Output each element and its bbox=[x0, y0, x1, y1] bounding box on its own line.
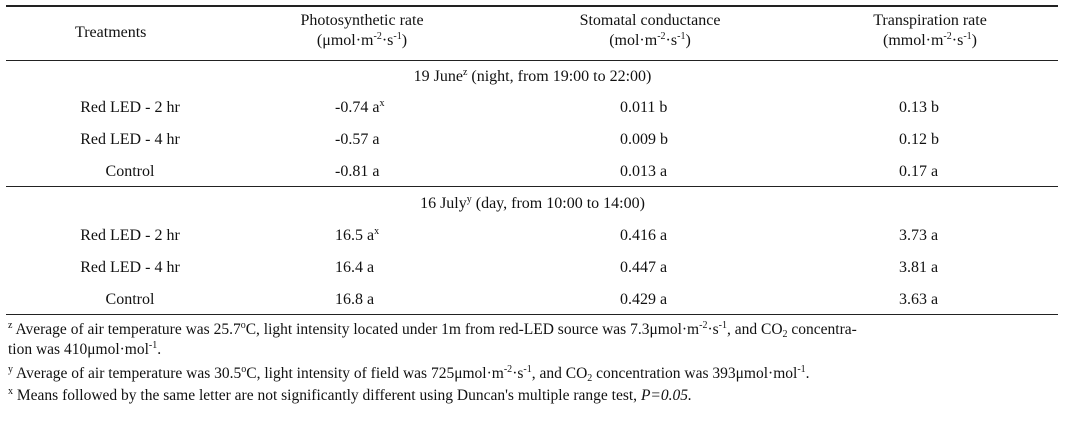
photosynthetic-cell: -0.81 a bbox=[335, 163, 380, 180]
header-stomatal-label: Stomatal conductance bbox=[579, 12, 721, 29]
table-bottom-rule bbox=[6, 314, 1058, 315]
stomatal-cell: 0.447 a bbox=[620, 259, 668, 276]
footnote-z: z Average of air temperature was 25.7oC,… bbox=[8, 320, 857, 359]
stomatal-cell: 0.013 a bbox=[620, 163, 668, 180]
transpiration-cell: 0.12 b bbox=[899, 131, 939, 148]
treatment-cell: Red LED - 2 hr bbox=[80, 227, 180, 244]
stomatal-cell: 0.416 a bbox=[620, 227, 668, 244]
header-transpiration-label: Transpiration rate bbox=[873, 12, 987, 29]
treatment-cell: Red LED - 2 hr bbox=[80, 99, 180, 116]
table-row: Red LED - 2 hr -0.74 ax 0.011 b 0.13 b bbox=[0, 99, 1065, 117]
treatment-cell: Control bbox=[105, 291, 155, 308]
section-divider-rule bbox=[6, 186, 1058, 187]
treatment-cell: Red LED - 4 hr bbox=[80, 131, 180, 148]
transpiration-cell: 3.73 a bbox=[899, 227, 939, 244]
header-transpiration-unit: (mmol·m-2·s-1) bbox=[882, 31, 977, 50]
footnote-x: x Means followed by the same letter are … bbox=[8, 386, 692, 405]
table-row: Red LED - 4 hr -0.57 a 0.009 b 0.12 b bbox=[0, 131, 1065, 149]
treatment-cell: Control bbox=[105, 163, 155, 180]
header-stomatal: Stomatal conductance (mol·m-2·s-1) bbox=[540, 11, 760, 51]
section-title-june: 19 Junez (night, from 19:00 to 22:00) bbox=[413, 67, 652, 86]
table-row: Control 16.8 a 0.429 a 3.63 a bbox=[0, 291, 1065, 309]
table-row: Control -0.81 a 0.013 a 0.17 a bbox=[0, 163, 1065, 181]
stomatal-cell: 0.009 b bbox=[620, 131, 668, 148]
transpiration-cell: 0.13 b bbox=[899, 99, 939, 116]
footnote-y: y Average of air temperature was 30.5oC,… bbox=[8, 364, 810, 384]
photosynthetic-cell: 16.8 a bbox=[335, 291, 375, 308]
transpiration-cell: 3.63 a bbox=[899, 291, 939, 308]
table-top-rule bbox=[6, 5, 1058, 7]
header-bottom-rule bbox=[6, 60, 1058, 61]
transpiration-cell: 3.81 a bbox=[899, 259, 939, 276]
photosynthetic-cell: 16.4 a bbox=[335, 259, 375, 276]
transpiration-cell: 0.17 a bbox=[899, 163, 939, 180]
table-row: Red LED - 4 hr 16.4 a 0.447 a 3.81 a bbox=[0, 259, 1065, 277]
header-photosynthetic: Photosynthetic rate (μmol·m-2·s-1) bbox=[262, 11, 462, 51]
table-row: Red LED - 2 hr 16.5 ax 0.416 a 3.73 a bbox=[0, 227, 1065, 245]
header-photosynthetic-unit: (μmol·m-2·s-1) bbox=[316, 31, 408, 50]
header-treatments: Treatments bbox=[75, 24, 147, 41]
header-photosynthetic-label: Photosynthetic rate bbox=[300, 12, 424, 29]
header-stomatal-unit: (mol·m-2·s-1) bbox=[609, 31, 691, 50]
header-transpiration: Transpiration rate (mmol·m-2·s-1) bbox=[830, 11, 1030, 51]
section-title-july: 16 Julyy (day, from 10:00 to 14:00) bbox=[420, 194, 645, 213]
stomatal-cell: 0.011 b bbox=[620, 99, 668, 116]
treatment-cell: Red LED - 4 hr bbox=[80, 259, 180, 276]
photosynthetic-cell: -0.74 ax bbox=[335, 98, 385, 117]
photosynthetic-cell: 16.5 ax bbox=[335, 226, 380, 245]
photosynthetic-cell: -0.57 a bbox=[335, 131, 380, 148]
stomatal-cell: 0.429 a bbox=[620, 291, 668, 308]
